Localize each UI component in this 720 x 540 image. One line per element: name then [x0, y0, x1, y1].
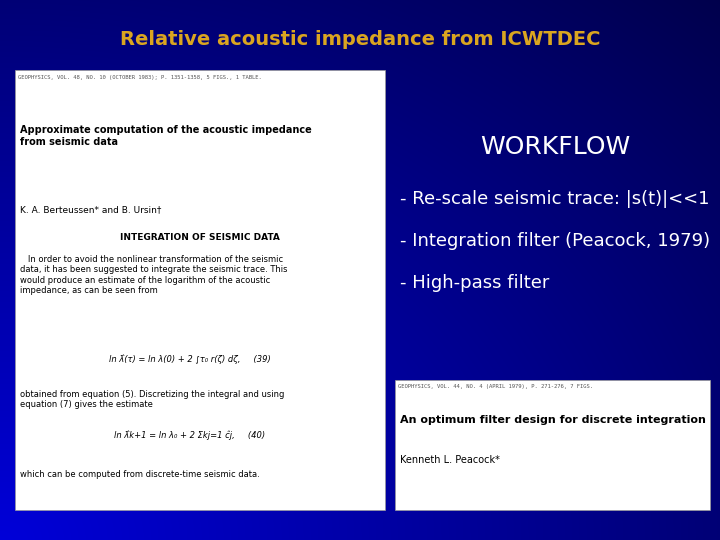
Text: GEOPHYSICS, VOL. 44, NO. 4 (APRIL 1979), P. 271-276, 7 FIGS.: GEOPHYSICS, VOL. 44, NO. 4 (APRIL 1979),… [398, 384, 593, 389]
Text: - Integration filter (Peacock, 1979): - Integration filter (Peacock, 1979) [400, 232, 710, 250]
Bar [15, 70, 385, 510]
Text: ln λ̂k+1 = ln λ₀ + 2 Σkj=1 ĉj,     (40): ln λ̂k+1 = ln λ₀ + 2 Σkj=1 ĉj, (40) [114, 430, 266, 440]
Text: WORKFLOW: WORKFLOW [480, 135, 630, 159]
Text: Approximate computation of the acoustic impedance
from seismic data: Approximate computation of the acoustic … [20, 125, 312, 146]
Text: INTEGRATION OF SEISMIC DATA: INTEGRATION OF SEISMIC DATA [120, 233, 280, 242]
Text: - High-pass filter: - High-pass filter [400, 274, 549, 292]
Bar [395, 380, 710, 510]
Text: - Re-scale seismic trace: |s(t)|<<1: - Re-scale seismic trace: |s(t)|<<1 [400, 190, 709, 208]
Text: An optimum filter design for discrete integration: An optimum filter design for discrete in… [400, 415, 706, 425]
Text: Relative acoustic impedance from ICWTDEC: Relative acoustic impedance from ICWTDEC [120, 30, 600, 49]
Text: Kenneth L. Peacock*: Kenneth L. Peacock* [400, 455, 500, 465]
Text: which can be computed from discrete-time seismic data.: which can be computed from discrete-time… [20, 470, 260, 479]
Text: K. A. Berteussen* and B. Ursin†: K. A. Berteussen* and B. Ursin† [20, 205, 161, 214]
Text: obtained from equation (5). Discretizing the integral and using
equation (7) giv: obtained from equation (5). Discretizing… [20, 390, 284, 409]
Text: ln λ̂(τ) = ln λ(0) + 2 ∫τ₀ r(ζ) dζ,     (39): ln λ̂(τ) = ln λ(0) + 2 ∫τ₀ r(ζ) dζ, (39) [109, 355, 271, 365]
Text: GEOPHYSICS, VOL. 48, NO. 10 (OCTOBER 1983); P. 1351-1358, 5 FIGS., 1 TABLE.: GEOPHYSICS, VOL. 48, NO. 10 (OCTOBER 198… [18, 75, 262, 80]
Text: In order to avoid the nonlinear transformation of the seismic
data, it has been : In order to avoid the nonlinear transfor… [20, 255, 287, 295]
